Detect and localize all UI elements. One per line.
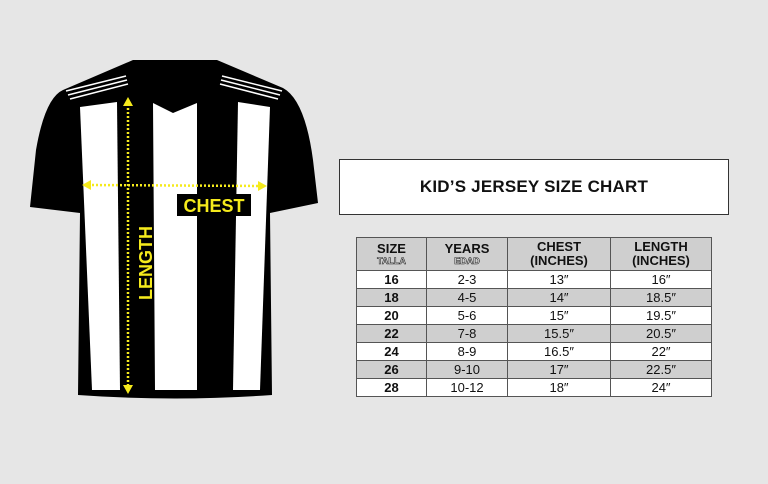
cell-length: 16″ [610, 270, 712, 289]
header-size: SIZE TALLA [356, 237, 427, 271]
chest-arrowhead-right [258, 181, 267, 191]
cell-length: 19.5″ [610, 306, 712, 325]
cell-years: 8-9 [426, 342, 508, 361]
cell-size: 20 [356, 306, 427, 325]
cell-size: 18 [356, 288, 427, 307]
table-row: 26 9-10 17″ 22.5″ [356, 360, 712, 379]
cell-chest: 16.5″ [507, 342, 611, 361]
chest-arrow [87, 183, 263, 188]
cell-length: 18.5″ [610, 288, 712, 307]
cell-size: 28 [356, 378, 427, 397]
white-stripe-center [153, 103, 197, 390]
table-row: 28 10-12 18″ 24″ [356, 378, 712, 397]
length-label: LENGTH [136, 226, 156, 300]
cell-size: 16 [356, 270, 427, 289]
cell-years: 5-6 [426, 306, 508, 325]
table-header-row: SIZE TALLA YEARS EDAD CHEST (INCHES) LENGTH… [356, 237, 712, 271]
cell-length: 22″ [610, 342, 712, 361]
cell-years: 9-10 [426, 360, 508, 379]
cell-years: 4-5 [426, 288, 508, 307]
chest-label-box [177, 194, 251, 216]
chest-arrowhead-left [82, 180, 91, 190]
cell-length: 20.5″ [610, 324, 712, 343]
length-arrowhead-bottom [123, 385, 133, 394]
cell-size: 26 [356, 360, 427, 379]
table-row: 18 4-5 14″ 18.5″ [356, 288, 712, 307]
size-chart-table: SIZE TALLA YEARS EDAD CHEST (INCHES) LENGTH… [356, 237, 712, 397]
jersey-illustration: CHEST LENGTH [30, 60, 318, 399]
shoulder-stripes [65, 75, 283, 100]
white-stripe-right [233, 102, 270, 390]
chest-label: CHEST [183, 196, 244, 216]
cell-chest: 18″ [507, 378, 611, 397]
cell-chest: 14″ [507, 288, 611, 307]
cell-years: 10-12 [426, 378, 508, 397]
cell-size: 22 [356, 324, 427, 343]
cell-chest: 17″ [507, 360, 611, 379]
cell-years: 7-8 [426, 324, 508, 343]
cell-length: 24″ [610, 378, 712, 397]
cell-years: 2-3 [426, 270, 508, 289]
cell-chest: 15.5″ [507, 324, 611, 343]
table-row: 22 7-8 15.5″ 20.5″ [356, 324, 712, 343]
table-row: 16 2-3 13″ 16″ [356, 270, 712, 289]
neck-trim [135, 61, 215, 111]
cell-length: 22.5″ [610, 360, 712, 379]
table-row: 24 8-9 16.5″ 22″ [356, 342, 712, 361]
table-row: 20 5-6 15″ 19.5″ [356, 306, 712, 325]
cell-size: 24 [356, 342, 427, 361]
header-length: LENGTH (INCHES) [610, 237, 712, 271]
white-stripe-left [80, 102, 120, 390]
header-years: YEARS EDAD [426, 237, 508, 271]
cell-chest: 15″ [507, 306, 611, 325]
length-arrowhead-top [123, 97, 133, 106]
header-chest: CHEST (INCHES) [507, 237, 611, 271]
title-box: KID’S JERSEY SIZE CHART [339, 159, 729, 215]
page-title: KID’S JERSEY SIZE CHART [419, 177, 649, 196]
cell-chest: 13″ [507, 270, 611, 289]
